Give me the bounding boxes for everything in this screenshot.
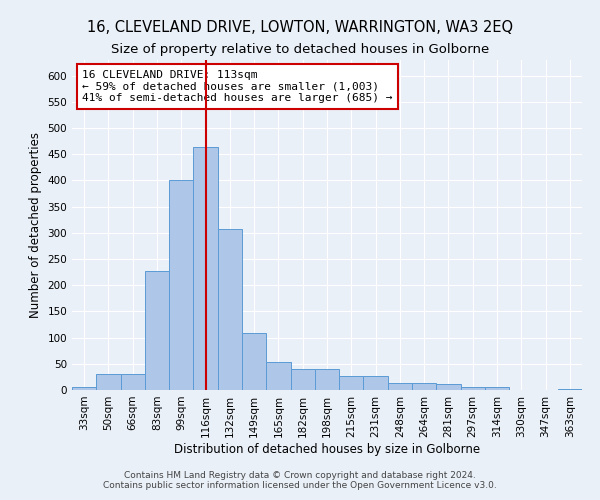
Bar bbox=[485, 388, 509, 390]
Text: Size of property relative to detached houses in Golborne: Size of property relative to detached ho… bbox=[111, 42, 489, 56]
Bar bbox=[436, 384, 461, 390]
Y-axis label: Number of detached properties: Number of detached properties bbox=[29, 132, 42, 318]
Bar bbox=[558, 389, 582, 390]
Bar bbox=[364, 376, 388, 390]
Text: 16 CLEVELAND DRIVE: 113sqm
← 59% of detached houses are smaller (1,003)
41% of s: 16 CLEVELAND DRIVE: 113sqm ← 59% of deta… bbox=[82, 70, 392, 103]
Bar bbox=[242, 334, 266, 390]
Bar bbox=[72, 388, 96, 390]
Bar bbox=[290, 369, 315, 390]
Bar bbox=[145, 270, 169, 390]
Bar bbox=[461, 388, 485, 390]
Text: 16, CLEVELAND DRIVE, LOWTON, WARRINGTON, WA3 2EQ: 16, CLEVELAND DRIVE, LOWTON, WARRINGTON,… bbox=[87, 20, 513, 35]
Bar bbox=[193, 148, 218, 390]
Bar bbox=[218, 228, 242, 390]
Bar bbox=[315, 369, 339, 390]
Text: Contains HM Land Registry data © Crown copyright and database right 2024.
Contai: Contains HM Land Registry data © Crown c… bbox=[103, 470, 497, 490]
Bar bbox=[266, 362, 290, 390]
X-axis label: Distribution of detached houses by size in Golborne: Distribution of detached houses by size … bbox=[174, 442, 480, 456]
Bar bbox=[96, 374, 121, 390]
Bar bbox=[339, 376, 364, 390]
Bar bbox=[121, 374, 145, 390]
Bar bbox=[388, 383, 412, 390]
Bar bbox=[169, 180, 193, 390]
Bar bbox=[412, 383, 436, 390]
